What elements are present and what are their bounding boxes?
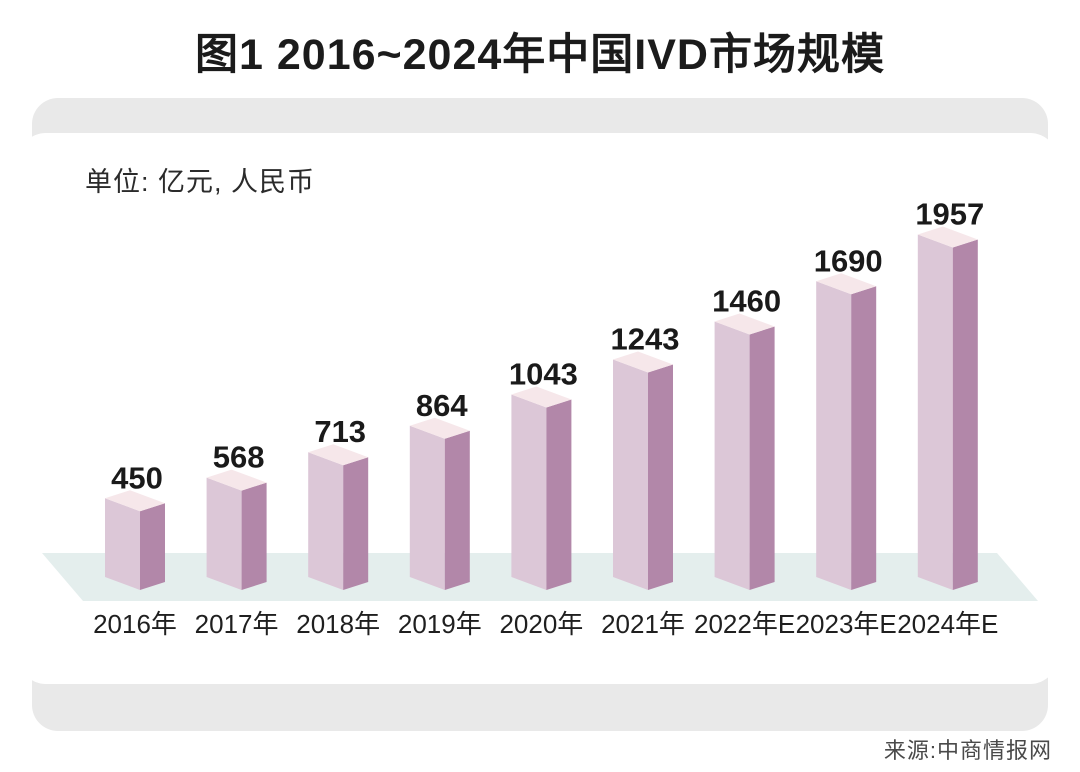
bar-2017年-dark-face — [241, 482, 267, 590]
axis-label-2024年E: 2024年E — [897, 609, 998, 639]
bar-2021年-dark-face — [648, 364, 673, 590]
axis-label-2019年: 2019年 — [398, 609, 482, 639]
bar-2019年-dark-face — [444, 430, 470, 590]
bar-2016年-light-face — [105, 498, 140, 590]
axis-label-2022年E: 2022年E — [694, 609, 795, 639]
bar-value-2024年E: 1957 — [915, 197, 984, 232]
bar-2023年E-light-face — [816, 281, 852, 590]
bar-2018年-top-face — [308, 444, 369, 466]
bar-value-2019年: 864 — [416, 388, 468, 423]
axis-label-2023年E: 2023年E — [796, 609, 897, 639]
axis-label-2017年: 2017年 — [195, 609, 279, 639]
bar-2016年-dark-face — [140, 503, 165, 590]
source-label: 来源:中商情报网 — [883, 738, 1052, 763]
bar-2016年-top-face — [105, 490, 165, 512]
bar-value-2023年E: 1690 — [814, 243, 883, 278]
page-title: 图1 2016~2024年中国IVD市场规模 — [195, 31, 885, 79]
bar-2020年-top-face — [511, 386, 572, 408]
bar-value-2018年: 713 — [314, 414, 366, 449]
bar-2023年E-top-face — [816, 273, 877, 295]
bar-2024年E-light-face — [917, 234, 953, 590]
bar-2017年-top-face — [206, 469, 267, 491]
bar-2022年E-light-face — [714, 321, 750, 590]
bar-2022年E-dark-face — [749, 326, 775, 590]
bar-value-2017年: 568 — [213, 440, 265, 475]
axis-label-2020年: 2020年 — [499, 609, 583, 639]
bar-value-2021年: 1243 — [611, 321, 680, 356]
unit-label: 单位: 亿元, 人民币 — [85, 167, 316, 197]
bar-2019年-light-face — [409, 425, 445, 590]
bar-2024年E-top-face — [917, 226, 978, 248]
axis-label-2018年: 2018年 — [296, 609, 380, 639]
axis-label-2016年: 2016年 — [93, 609, 177, 639]
bar-2018年-light-face — [308, 452, 344, 590]
bar-2021年-top-face — [613, 351, 673, 373]
bar-2018年-dark-face — [343, 457, 369, 590]
bar-value-2016年: 450 — [111, 460, 163, 495]
bar-2023年E-dark-face — [851, 286, 877, 590]
bar-2021年-light-face — [613, 359, 648, 590]
bar-2024年E-dark-face — [952, 239, 978, 590]
bar-2019年-top-face — [409, 417, 470, 439]
bar-2020年-light-face — [511, 394, 547, 590]
axis-label-2021年: 2021年 — [601, 609, 685, 639]
bar-2017年-light-face — [206, 477, 242, 590]
bar-value-2022年E: 1460 — [712, 284, 781, 319]
bar-value-2020年: 1043 — [509, 356, 578, 391]
bar-2022年E-top-face — [714, 313, 775, 335]
bar-2020年-dark-face — [546, 399, 572, 590]
